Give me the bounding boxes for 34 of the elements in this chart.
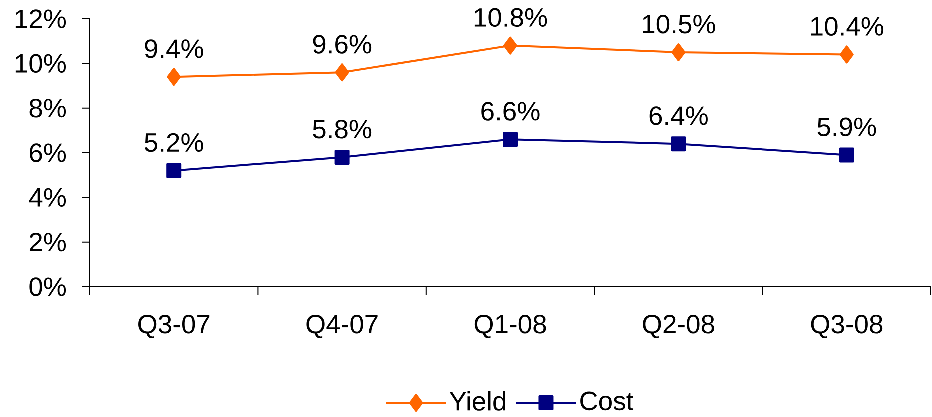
y-tick-label: 0% xyxy=(30,278,66,296)
point xyxy=(167,68,182,86)
legend-label: Cost xyxy=(580,392,634,411)
point xyxy=(839,148,854,163)
data-label: 6.6% xyxy=(482,102,540,121)
data-label: 9.6% xyxy=(313,35,372,54)
point xyxy=(671,136,686,152)
y-tick-label: 10% xyxy=(16,54,66,74)
point xyxy=(335,64,350,82)
y-tick-label: 4% xyxy=(29,188,66,207)
x-tick-label: Q3-07 xyxy=(138,315,210,339)
data-label: 5.9% xyxy=(818,118,876,136)
x-tick-label: Q1-08 xyxy=(474,315,546,339)
data-label: 10.5% xyxy=(643,15,716,34)
y-tick-label: 6% xyxy=(30,144,66,162)
x-tick-label: Q4-07 xyxy=(306,315,378,339)
legend-label: Yield xyxy=(450,391,506,411)
point xyxy=(334,150,350,165)
data-label: 5.8% xyxy=(313,120,372,139)
data-label: 5.2% xyxy=(144,133,204,152)
point xyxy=(672,43,686,62)
point xyxy=(504,36,518,55)
point xyxy=(166,163,182,178)
y-tick-label: 2% xyxy=(30,233,66,252)
y-tick-label: 8% xyxy=(30,98,66,118)
data-label: 10.4% xyxy=(811,17,884,36)
data-label: 9.4% xyxy=(145,40,204,58)
data-label: 6.4% xyxy=(650,106,708,126)
point xyxy=(840,46,854,64)
point xyxy=(503,132,518,148)
x-tick-label: Q2-08 xyxy=(643,315,714,339)
data-label: 10.8% xyxy=(474,8,548,28)
y-tick-label: 12% xyxy=(16,10,66,28)
x-tick-label: Q3-08 xyxy=(811,315,883,339)
